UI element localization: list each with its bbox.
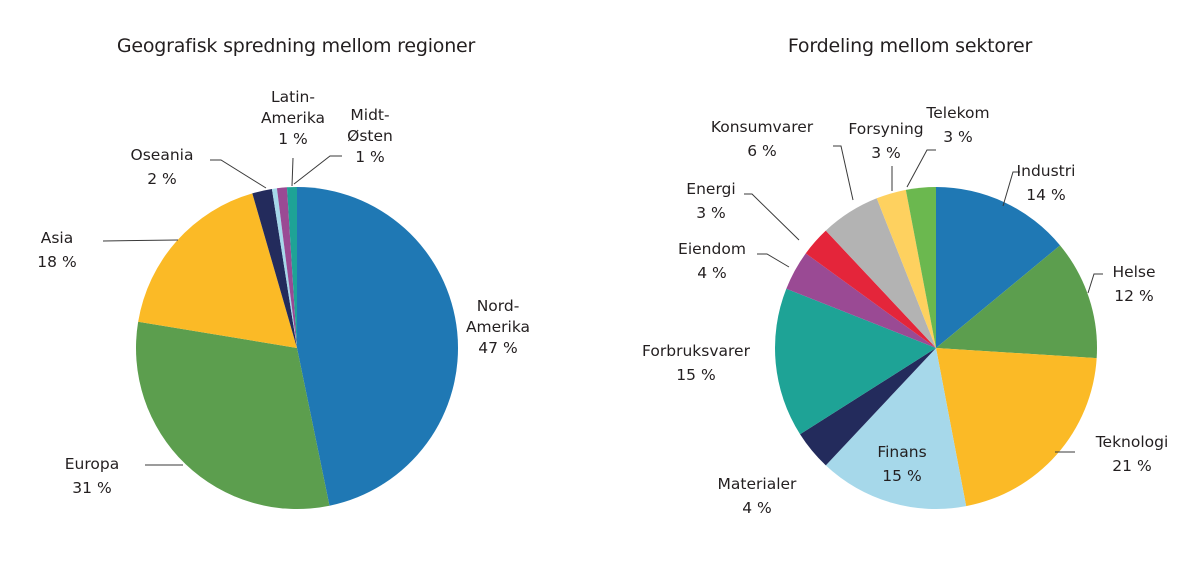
slice-label-eiendom: Eiendom 4 % <box>678 240 746 282</box>
chart-title-regions: Geografisk spredning mellom regioner <box>116 35 476 57</box>
pie-slice-europa <box>135 321 330 510</box>
slice-label-forsyning: Forsyning 3 % <box>848 120 923 162</box>
slice-label-forbruksvarer: Forbruksvarer 15 % <box>642 342 751 384</box>
chart-regions: Geografisk spredning mellom regioner Nor… <box>37 35 530 510</box>
leader-line-helse <box>1087 273 1103 294</box>
pie-slice-eiendom <box>786 253 936 348</box>
slice-label-materialer: Materialer 4 % <box>718 475 798 517</box>
leader-line-konsumvarer <box>833 145 854 201</box>
slice-label-finans: Finans 15 % <box>877 443 926 485</box>
slice-label-telekom: Telekom 3 % <box>925 104 989 146</box>
pie-slice-helse <box>936 245 1097 359</box>
slice-label-asia: Asia 18 % <box>37 229 76 271</box>
leader-line-telekom <box>906 149 936 188</box>
pie-slice-materialer <box>800 348 936 466</box>
leader-line-oseania <box>210 159 267 189</box>
slice-label-europa: Europa 31 % <box>65 455 119 497</box>
pie-slice-konsumvarer <box>825 198 936 348</box>
pie-slice-forsyning <box>876 189 936 348</box>
pie-slice-midt-osten <box>286 186 297 348</box>
chart-title-sectors: Fordeling mellom sektorer <box>787 35 1033 57</box>
slice-label-teknologi: Teknologi 21 % <box>1095 433 1169 475</box>
leader-line-latin-amerika <box>291 157 294 187</box>
slice-label-energi: Energi 3 % <box>686 180 735 222</box>
pie-slice-energi <box>805 230 936 348</box>
slice-label-midt-osten: Midt-Østen 1 % <box>347 106 393 166</box>
pie-chart-sectors: Industri 14 % Helse 12 % Teknologi 21 % Finans… <box>642 104 1169 517</box>
pie-chart-regions: Nord-Amerika 47 % Europa 31 % Asia 18 % Oseani… <box>37 88 530 510</box>
pie-slice-nord-amerika <box>297 187 459 506</box>
pie-slice-finans <box>825 348 967 510</box>
slice-label-latin-amerika: Latin-Amerika 1 % <box>261 88 325 148</box>
pie-slice-unlabeled <box>271 188 297 348</box>
pie-slice-oseania <box>252 188 297 348</box>
slice-label-oseania: Oseania 2 % <box>131 146 194 188</box>
slice-label-helse: Helse 12 % <box>1112 263 1155 305</box>
slice-label-nord-amerika: Nord-Amerika 47 % <box>466 297 530 357</box>
chart-sectors: Fordeling mellom sektorer Industri 14 % He… <box>600 0 1200 569</box>
pie-slice-asia <box>138 193 297 348</box>
slice-label-industri: Industri 14 % <box>1017 162 1076 204</box>
pie-slice-telekom <box>905 187 936 348</box>
slice-label-konsumvarer: Konsumvarer 6 % <box>711 118 814 160</box>
leader-line-eiendom <box>757 253 790 268</box>
pie-slice-forbruksvarer <box>775 288 936 435</box>
pie-slice-teknologi <box>936 348 1097 507</box>
leader-line-midt-osten <box>293 155 342 185</box>
pie-slice-latin-amerika <box>276 187 297 348</box>
leader-line-industri <box>1002 171 1020 207</box>
pie-slice-industri <box>936 187 1061 348</box>
leader-line-energi <box>744 193 800 241</box>
leader-line-asia <box>102 239 179 242</box>
